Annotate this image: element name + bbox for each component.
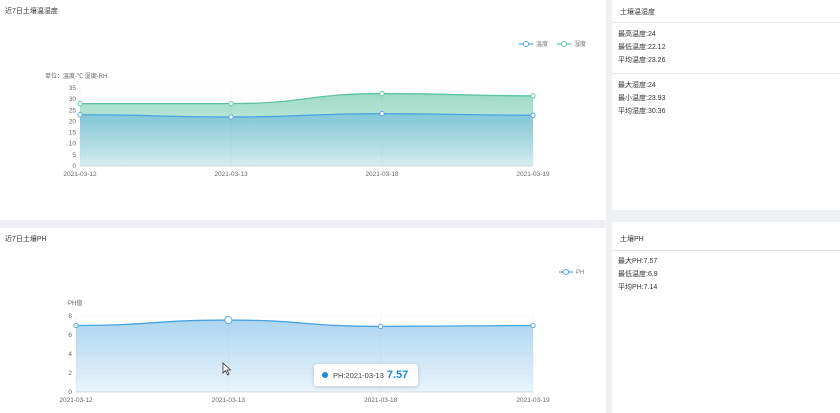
data-point (378, 323, 384, 330)
stat-line: 最低温度:22.12 (618, 44, 666, 51)
mouse-pointer-icon (222, 362, 232, 376)
stat-line: 最大湿度:24 (618, 82, 656, 89)
legend-marker-icon (522, 40, 530, 48)
series-area-1 (80, 113, 533, 166)
legend-label: PH (576, 270, 584, 276)
data-point (530, 112, 536, 118)
x-tick-label: 2021-03-13 (214, 171, 248, 178)
tooltip-value: 7.57 (386, 369, 409, 381)
tooltip-label: PH:2021-03-13 (333, 370, 384, 380)
stat-line: 最大PH:7.57 (618, 258, 658, 265)
y-tick-label: 6 (68, 332, 72, 339)
ph-chart[interactable]: 0 2 4 6 8 2021-03-12 2021-03-13 2021-03-18 2021-… (0, 228, 606, 413)
x-tick-label: 2021-03-12 (63, 171, 97, 178)
temp-humidity-chart[interactable]: 0 5 10 15 20 25 30 35 2021-03-12 2021-03-13 2021-0… (0, 0, 606, 220)
legend-label: 温度 (536, 40, 548, 48)
y-tick-label: 4 (68, 351, 72, 358)
axis-unit-label: PH值 (68, 299, 82, 307)
ph-stats-panel: 土壤PH 最大PH:7.57 最低温度:6.9 平均PH:7.14 (612, 222, 840, 413)
panel-title: 近7日土壤温湿度 (5, 8, 58, 15)
y-tick-label: 25 (69, 107, 77, 114)
stat-line: 最小温度:23.93 (618, 95, 666, 102)
data-point (530, 322, 536, 329)
data-point (228, 100, 234, 107)
panel-title: 近7日土壤PH (5, 236, 47, 243)
x-tick-label: 2021-03-18 (364, 397, 398, 404)
x-tick-label: 2021-03-19 (516, 397, 550, 404)
divider (612, 73, 840, 74)
series-area-1 (76, 320, 533, 392)
divider (612, 250, 840, 251)
temp-humidity-stats-panel: 土壤温湿度 最高温度:24 最低温度:22.12 平均温度:23.26 最大湿度… (612, 0, 840, 210)
y-tick-label: 20 (69, 118, 77, 125)
y-tick-label: 35 (69, 85, 77, 92)
ph-panel: 近7日土壤PH 0 2 4 6 8 2021-03-12 2021-03-13 2021-03… (0, 228, 606, 413)
data-point (530, 93, 536, 99)
temp-humidity-panel: 近7日土壤温湿度 0 5 10 15 20 25 30 35 2021-03-12 2021-03… (0, 0, 606, 220)
y-tick-label: 0 (68, 389, 72, 396)
chart-tooltip: PH:2021-03-13 7.57 (314, 364, 418, 386)
tooltip-marker-icon (322, 372, 328, 378)
legend-label: 湿度 (574, 40, 586, 48)
series-line-2 (79, 92, 534, 105)
stat-line: 最高温度:24 (618, 31, 656, 38)
y-tick-label: 2 (68, 370, 72, 377)
data-point (77, 100, 83, 107)
series-line-1 (75, 319, 534, 328)
stats-title: 土壤PH (620, 236, 644, 243)
x-tick-label: 2021-03-18 (365, 171, 399, 178)
series-line-1 (79, 112, 534, 118)
divider (612, 22, 840, 23)
data-point (73, 322, 79, 329)
x-tick-label: 2021-03-13 (212, 397, 246, 404)
axis-unit-label: 单位：温度-℃ 湿度-RH (45, 72, 107, 80)
data-point (379, 90, 385, 97)
data-point (379, 110, 385, 117)
data-point (224, 316, 233, 325)
stats-title: 土壤温湿度 (620, 9, 655, 16)
y-tick-label: 8 (68, 313, 72, 320)
y-tick-label: 30 (69, 96, 77, 103)
y-tick-label: 0 (72, 163, 76, 170)
legend-marker-icon (560, 40, 568, 48)
y-tick-label: 15 (69, 130, 77, 137)
x-tick-label: 2021-03-12 (59, 397, 93, 404)
data-point (77, 112, 83, 118)
x-tick-label: 2021-03-19 (516, 171, 550, 178)
y-tick-label: 10 (69, 141, 77, 148)
stat-line: 平均湿度:30.36 (618, 108, 666, 115)
data-point (228, 114, 234, 120)
y-tick-label: 5 (72, 152, 76, 159)
stat-line: 平均温度:23.26 (618, 57, 666, 64)
stat-line: 平均PH:7.14 (618, 284, 658, 291)
stat-line: 最低温度:6.9 (618, 271, 658, 278)
legend-marker-icon (562, 268, 570, 276)
